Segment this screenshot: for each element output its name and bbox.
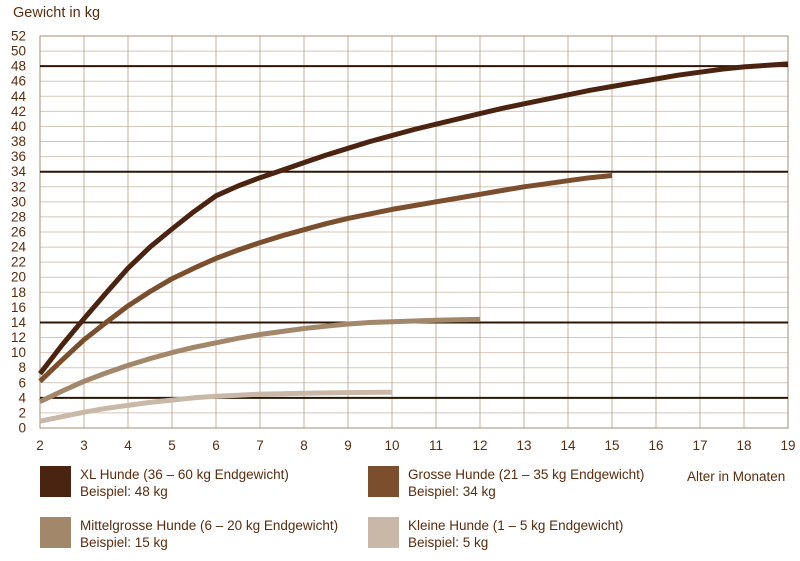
x-tick-label: 13: [516, 438, 531, 453]
legend-label-grosse: Grosse Hunde (21 – 35 kg Endgewicht): [408, 467, 645, 482]
curve-mittelgrosse: [38, 316, 481, 404]
curve-kleine: [39, 389, 393, 424]
y-tick-label: 46: [11, 74, 26, 89]
y-tick-label: 24: [11, 240, 27, 255]
legend-text-grosse: Grosse Hunde (21 – 35 kg Endgewicht) Bei…: [408, 466, 644, 500]
x-tick-label: 12: [472, 438, 487, 453]
x-tick-label: 10: [384, 438, 399, 453]
legend-item-kleine: Kleine Hunde (1 – 5 kg Endgewicht) Beisp…: [368, 517, 623, 551]
y-tick-label: 40: [11, 119, 26, 134]
legend-example-mittelgrosse: Beispiel: 15 kg: [80, 535, 168, 550]
x-tick-labels: 2 3 4 5 6 7 8 9 10 11 12 13 14 15 16 17 18 19: [36, 438, 795, 453]
x-tick-label: 14: [560, 438, 576, 453]
x-tick-label: 18: [736, 438, 751, 453]
x-tick-label: 15: [604, 438, 619, 453]
y-tick-label: 36: [11, 149, 26, 164]
x-tick-label: 3: [80, 438, 88, 453]
y-tick-label: 34: [11, 164, 27, 179]
growth-chart-svg: 0246810121416182022242628303234363840424…: [11, 29, 796, 454]
y-tick-label: 32: [11, 179, 26, 194]
chart-title: Gewicht in kg: [13, 5, 101, 21]
legend-item-xl: XL Hunde (36 – 60 kg Endgewicht) Beispie…: [40, 466, 289, 500]
y-tick-label: 20: [11, 270, 26, 285]
x-tick-label: 11: [429, 438, 443, 453]
y-tick-label: 26: [11, 225, 26, 240]
x-tick-label: 6: [212, 438, 220, 453]
legend-example-grosse: Beispiel: 34 kg: [408, 484, 496, 499]
y-tick-label: 14: [11, 315, 27, 330]
curve-xl: [38, 61, 789, 376]
y-tick-labels: 0246810121416182022242628303234363840424…: [11, 29, 27, 436]
legend-text-mittelgrosse: Mittelgrosse Hunde (6 – 20 kg Endgewicht…: [80, 517, 338, 551]
x-tick-label: 7: [256, 438, 264, 453]
y-tick-label: 10: [11, 345, 26, 360]
gridlines: [39, 35, 789, 429]
legend-example-kleine: Beispiel: 5 kg: [408, 535, 489, 550]
curve-grosse: [38, 173, 613, 384]
x-axis-label: Alter in Monaten: [687, 469, 786, 484]
y-tick-label: 48: [11, 59, 26, 74]
curves: [38, 61, 789, 424]
legend-item-grosse: Grosse Hunde (21 – 35 kg Endgewicht) Bei…: [368, 466, 644, 500]
y-tick-label: 6: [18, 375, 26, 390]
legend-swatch-kleine: [368, 517, 399, 548]
y-tick-label: 18: [11, 285, 26, 300]
y-tick-label: 30: [11, 194, 26, 209]
legend-swatch-mittelgrosse: [40, 517, 71, 548]
y-tick-label: 52: [11, 29, 26, 44]
legend-label-xl: XL Hunde (36 – 60 kg Endgewicht): [80, 467, 289, 482]
y-tick-label: 50: [11, 44, 26, 59]
legend-item-mittelgrosse: Mittelgrosse Hunde (6 – 20 kg Endgewicht…: [40, 517, 338, 551]
y-tick-label: 12: [11, 330, 26, 345]
x-tick-label: 17: [692, 438, 707, 453]
x-tick-label: 16: [648, 438, 663, 453]
legend-text-xl: XL Hunde (36 – 60 kg Endgewicht) Beispie…: [80, 466, 289, 500]
x-tick-label: 8: [300, 438, 308, 453]
y-tick-label: 44: [11, 89, 27, 104]
y-tick-label: 0: [18, 421, 26, 436]
legend-label-mittelgrosse: Mittelgrosse Hunde (6 – 20 kg Endgewicht…: [80, 518, 339, 533]
x-tick-label: 2: [36, 438, 44, 453]
y-tick-label: 2: [18, 405, 26, 420]
x-tick-label: 5: [168, 438, 176, 453]
legend-label-kleine: Kleine Hunde (1 – 5 kg Endgewicht): [408, 518, 624, 533]
y-tick-label: 42: [11, 104, 26, 119]
y-tick-label: 4: [18, 390, 26, 405]
y-tick-label: 38: [11, 134, 26, 149]
legend-example-xl: Beispiel: 48 kg: [80, 484, 168, 499]
legend-swatch-grosse: [368, 466, 399, 497]
x-tick-label: 4: [124, 438, 132, 453]
y-tick-label: 16: [11, 300, 26, 315]
legend-swatch-xl: [40, 466, 71, 497]
x-tick-label: 19: [780, 438, 795, 453]
legend-text-kleine: Kleine Hunde (1 – 5 kg Endgewicht) Beisp…: [408, 517, 623, 551]
y-tick-label: 28: [11, 209, 26, 224]
y-tick-label: 22: [11, 255, 26, 270]
y-tick-label: 8: [18, 360, 26, 375]
x-tick-label: 9: [344, 438, 352, 453]
